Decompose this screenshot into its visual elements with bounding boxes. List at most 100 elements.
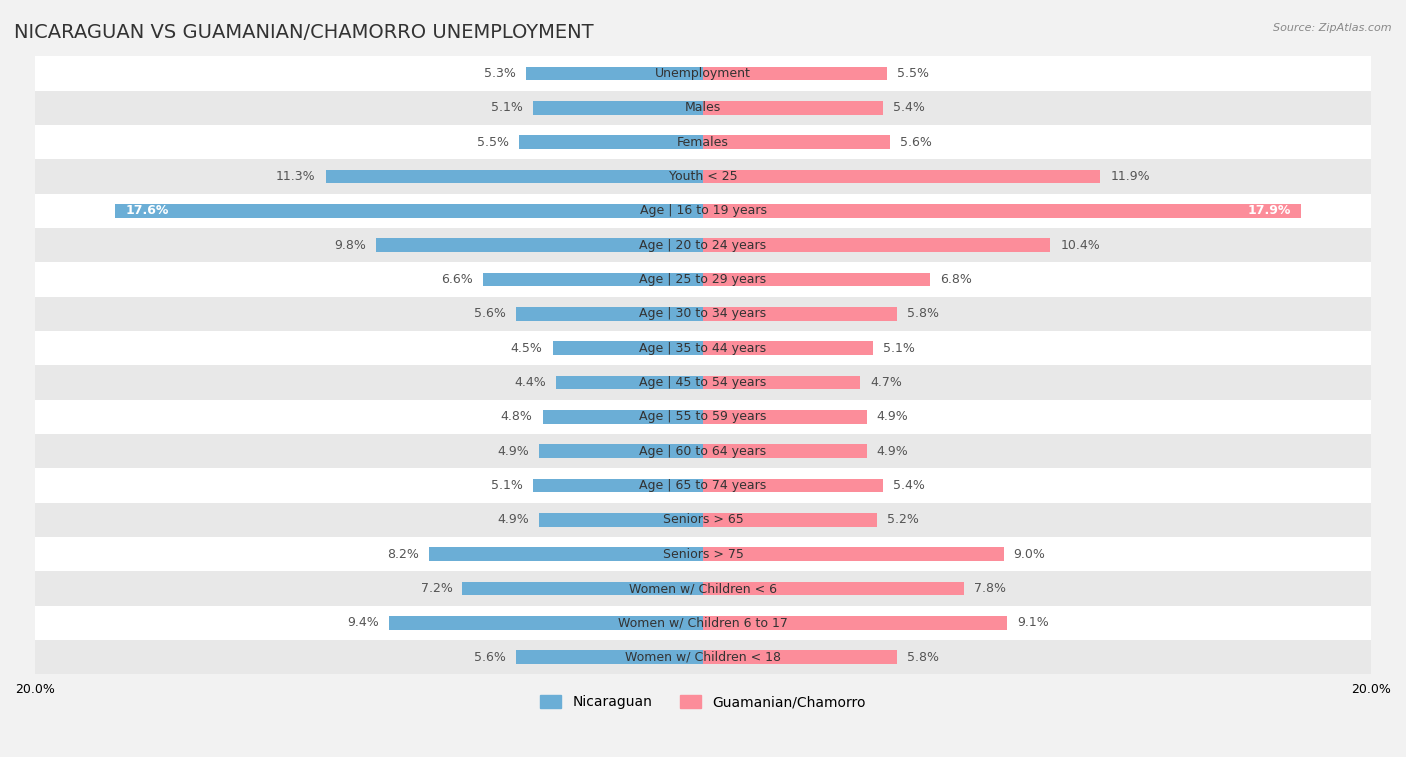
Bar bbox=[389, 616, 703, 630]
Bar bbox=[429, 547, 703, 561]
Text: 9.8%: 9.8% bbox=[333, 238, 366, 251]
Text: Age | 30 to 34 years: Age | 30 to 34 years bbox=[640, 307, 766, 320]
Bar bbox=[35, 469, 1371, 503]
Bar bbox=[555, 375, 703, 389]
Bar bbox=[375, 238, 703, 252]
Bar bbox=[519, 136, 703, 149]
Text: 5.5%: 5.5% bbox=[477, 136, 509, 148]
Bar bbox=[35, 159, 1371, 194]
Text: 4.9%: 4.9% bbox=[877, 444, 908, 458]
Bar bbox=[35, 125, 1371, 159]
Text: 5.5%: 5.5% bbox=[897, 67, 929, 80]
Text: 4.5%: 4.5% bbox=[510, 341, 543, 355]
Bar bbox=[553, 341, 703, 355]
Bar bbox=[703, 136, 890, 149]
Bar bbox=[703, 101, 883, 114]
Text: 5.6%: 5.6% bbox=[900, 136, 932, 148]
Text: 5.4%: 5.4% bbox=[893, 479, 925, 492]
Bar bbox=[35, 537, 1371, 572]
Bar bbox=[482, 273, 703, 286]
Text: 9.4%: 9.4% bbox=[347, 616, 380, 629]
Bar bbox=[35, 263, 1371, 297]
Bar bbox=[703, 307, 897, 321]
Bar bbox=[463, 581, 703, 596]
Text: Source: ZipAtlas.com: Source: ZipAtlas.com bbox=[1274, 23, 1392, 33]
Bar bbox=[35, 194, 1371, 228]
Bar bbox=[35, 400, 1371, 434]
Text: Males: Males bbox=[685, 101, 721, 114]
Bar bbox=[543, 410, 703, 424]
Text: 5.2%: 5.2% bbox=[887, 513, 918, 526]
Bar bbox=[35, 640, 1371, 674]
Bar bbox=[703, 170, 1101, 183]
Text: 6.6%: 6.6% bbox=[440, 273, 472, 286]
Bar bbox=[326, 170, 703, 183]
Bar bbox=[35, 297, 1371, 331]
Text: 7.8%: 7.8% bbox=[973, 582, 1005, 595]
Bar bbox=[533, 478, 703, 492]
Text: 17.9%: 17.9% bbox=[1247, 204, 1291, 217]
Text: Age | 25 to 29 years: Age | 25 to 29 years bbox=[640, 273, 766, 286]
Bar bbox=[703, 273, 931, 286]
Bar bbox=[35, 331, 1371, 366]
Text: 5.4%: 5.4% bbox=[893, 101, 925, 114]
Text: 7.2%: 7.2% bbox=[420, 582, 453, 595]
Text: Women w/ Children < 18: Women w/ Children < 18 bbox=[626, 651, 780, 664]
Text: 10.4%: 10.4% bbox=[1060, 238, 1099, 251]
Bar bbox=[703, 410, 866, 424]
Text: NICARAGUAN VS GUAMANIAN/CHAMORRO UNEMPLOYMENT: NICARAGUAN VS GUAMANIAN/CHAMORRO UNEMPLO… bbox=[14, 23, 593, 42]
Bar bbox=[526, 67, 703, 80]
Bar bbox=[533, 101, 703, 114]
Bar bbox=[540, 444, 703, 458]
Bar bbox=[35, 91, 1371, 125]
Bar bbox=[35, 503, 1371, 537]
Text: Age | 65 to 74 years: Age | 65 to 74 years bbox=[640, 479, 766, 492]
Bar bbox=[703, 616, 1007, 630]
Bar bbox=[516, 650, 703, 664]
Text: 4.8%: 4.8% bbox=[501, 410, 533, 423]
Text: Age | 20 to 24 years: Age | 20 to 24 years bbox=[640, 238, 766, 251]
Text: Seniors > 75: Seniors > 75 bbox=[662, 548, 744, 561]
Text: Age | 35 to 44 years: Age | 35 to 44 years bbox=[640, 341, 766, 355]
Bar bbox=[703, 444, 866, 458]
Text: Females: Females bbox=[678, 136, 728, 148]
Text: Age | 60 to 64 years: Age | 60 to 64 years bbox=[640, 444, 766, 458]
Bar bbox=[35, 572, 1371, 606]
Text: 4.9%: 4.9% bbox=[877, 410, 908, 423]
Text: 9.1%: 9.1% bbox=[1017, 616, 1049, 629]
Text: Youth < 25: Youth < 25 bbox=[669, 170, 737, 183]
Text: Unemployment: Unemployment bbox=[655, 67, 751, 80]
Text: 5.6%: 5.6% bbox=[474, 651, 506, 664]
Bar bbox=[703, 513, 877, 527]
Legend: Nicaraguan, Guamanian/Chamorro: Nicaraguan, Guamanian/Chamorro bbox=[534, 690, 872, 715]
Text: Age | 16 to 19 years: Age | 16 to 19 years bbox=[640, 204, 766, 217]
Text: 5.8%: 5.8% bbox=[907, 651, 939, 664]
Text: 9.0%: 9.0% bbox=[1014, 548, 1046, 561]
Text: 8.2%: 8.2% bbox=[387, 548, 419, 561]
Text: 4.9%: 4.9% bbox=[498, 513, 529, 526]
Bar bbox=[35, 434, 1371, 469]
Text: 5.1%: 5.1% bbox=[883, 341, 915, 355]
Bar bbox=[703, 478, 883, 492]
Text: Age | 55 to 59 years: Age | 55 to 59 years bbox=[640, 410, 766, 423]
Text: Age | 45 to 54 years: Age | 45 to 54 years bbox=[640, 376, 766, 389]
Bar bbox=[703, 67, 887, 80]
Bar bbox=[703, 204, 1301, 218]
Text: 4.7%: 4.7% bbox=[870, 376, 901, 389]
Text: 5.3%: 5.3% bbox=[484, 67, 516, 80]
Bar bbox=[703, 341, 873, 355]
Text: Women w/ Children 6 to 17: Women w/ Children 6 to 17 bbox=[619, 616, 787, 629]
Text: 4.9%: 4.9% bbox=[498, 444, 529, 458]
Text: Seniors > 65: Seniors > 65 bbox=[662, 513, 744, 526]
Text: 4.4%: 4.4% bbox=[515, 376, 546, 389]
Bar bbox=[35, 56, 1371, 91]
Bar bbox=[516, 307, 703, 321]
Text: 11.9%: 11.9% bbox=[1111, 170, 1150, 183]
Text: 5.1%: 5.1% bbox=[491, 101, 523, 114]
Text: 17.6%: 17.6% bbox=[125, 204, 169, 217]
Bar bbox=[703, 547, 1004, 561]
Text: 5.6%: 5.6% bbox=[474, 307, 506, 320]
Bar bbox=[115, 204, 703, 218]
Bar bbox=[703, 238, 1050, 252]
Text: 5.1%: 5.1% bbox=[491, 479, 523, 492]
